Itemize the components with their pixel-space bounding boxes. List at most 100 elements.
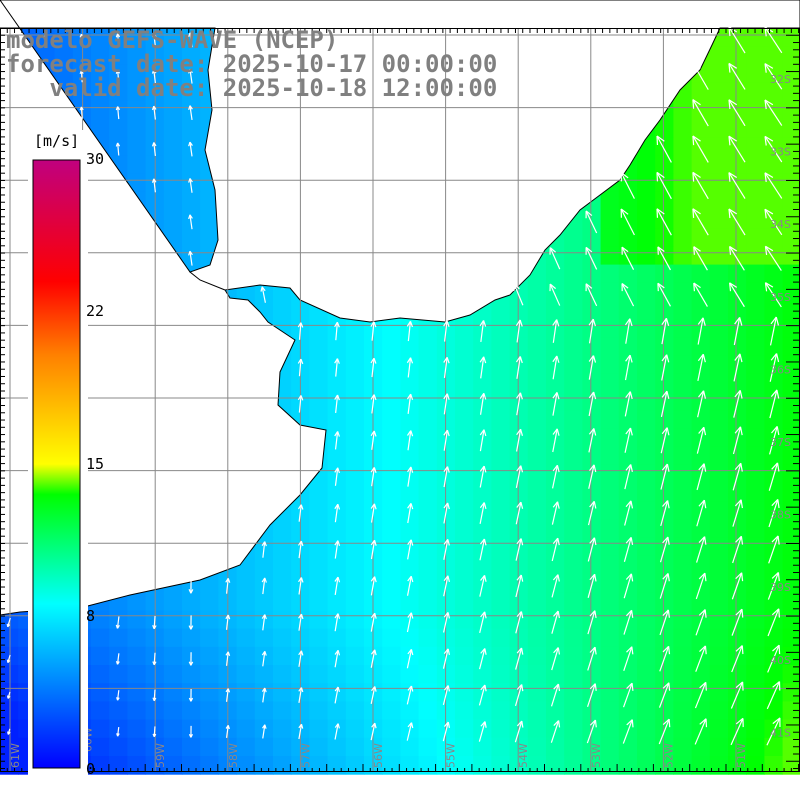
wind-cell bbox=[600, 519, 620, 539]
wind-cell bbox=[728, 191, 747, 211]
wind-cell bbox=[0, 665, 19, 684]
wind-arrow bbox=[479, 611, 487, 634]
wind-cell bbox=[527, 646, 547, 666]
wind-cell bbox=[527, 464, 547, 484]
wind-cell bbox=[764, 119, 784, 138]
wind-cell bbox=[91, 119, 110, 138]
wind-cell bbox=[673, 319, 693, 338]
wind-cell bbox=[509, 337, 529, 357]
wind-cell bbox=[436, 519, 456, 539]
wind-arrow bbox=[115, 33, 121, 47]
wind-cell bbox=[473, 628, 492, 648]
wind-cell bbox=[655, 137, 674, 156]
land-mask bbox=[0, 0, 800, 616]
wind-arrow bbox=[656, 171, 672, 200]
wind-cell bbox=[728, 264, 747, 284]
wind-cell bbox=[527, 737, 547, 757]
wind-cell bbox=[418, 555, 438, 575]
wind-arrow bbox=[188, 68, 193, 84]
wind-cell bbox=[400, 373, 420, 393]
wind-cell bbox=[127, 719, 147, 739]
wind-cell bbox=[546, 756, 565, 775]
wind-cell bbox=[327, 737, 347, 757]
wind-cell bbox=[600, 355, 620, 375]
wind-cell bbox=[509, 301, 529, 320]
wind-arrow bbox=[443, 539, 450, 560]
wind-cell bbox=[127, 28, 147, 47]
wind-cell bbox=[382, 719, 401, 739]
wind-cell bbox=[764, 373, 784, 393]
wind-arrow bbox=[552, 355, 560, 380]
wind-cell bbox=[163, 628, 183, 648]
wind-cell bbox=[473, 337, 492, 357]
wind-cell bbox=[618, 373, 638, 393]
wind-cell bbox=[709, 701, 729, 721]
wind-cell bbox=[618, 337, 638, 357]
wind-cell bbox=[582, 555, 602, 575]
wind-cell bbox=[673, 756, 693, 775]
wind-arrow bbox=[188, 105, 193, 121]
wind-cell bbox=[600, 756, 620, 775]
wind-cell bbox=[182, 737, 201, 757]
colorbar-tick: 8 bbox=[86, 607, 96, 625]
wind-cell bbox=[746, 428, 765, 448]
wind-cell bbox=[709, 410, 729, 429]
wind-cell bbox=[382, 756, 401, 775]
wind-arrow bbox=[552, 428, 560, 453]
wind-arrow bbox=[151, 142, 157, 157]
wind-cell bbox=[418, 756, 438, 775]
wind-arrow bbox=[657, 246, 672, 271]
wind-arrow bbox=[370, 357, 377, 378]
wind-cell bbox=[546, 264, 565, 284]
wind-arrow bbox=[729, 245, 745, 271]
wind-cell bbox=[182, 46, 201, 65]
wind-cell bbox=[345, 756, 365, 775]
wind-cell bbox=[728, 592, 747, 611]
wind-arrow bbox=[152, 615, 157, 630]
wind-arrow bbox=[370, 430, 377, 450]
wind-cell bbox=[327, 373, 347, 393]
wind-cell bbox=[782, 574, 800, 593]
wind-cell bbox=[728, 646, 747, 666]
wind-cell bbox=[163, 82, 183, 102]
wind-cell bbox=[600, 737, 620, 757]
wind-cell bbox=[345, 355, 365, 375]
wind-arrow bbox=[370, 539, 377, 560]
wind-cell bbox=[746, 446, 765, 466]
title-forecast-date: forecast date: 2025-10-17 00:00:00 bbox=[6, 50, 498, 78]
wind-cell bbox=[509, 446, 529, 466]
wind-cell bbox=[746, 264, 765, 284]
wind-cell bbox=[345, 555, 365, 575]
wind-arrow bbox=[79, 106, 84, 119]
wind-cell bbox=[345, 592, 365, 611]
wind-cell bbox=[127, 756, 147, 775]
wind-cell bbox=[254, 555, 274, 575]
wind-arrow bbox=[406, 612, 414, 633]
wind-cell bbox=[637, 410, 656, 429]
wind-cell bbox=[91, 737, 110, 757]
wind-cell bbox=[491, 756, 511, 775]
wind-cell bbox=[400, 337, 420, 357]
wind-cell bbox=[600, 483, 620, 502]
wind-arrow bbox=[516, 392, 523, 416]
wind-cell bbox=[546, 373, 565, 393]
wind-cell bbox=[691, 301, 711, 320]
wind-cell bbox=[709, 82, 729, 102]
wind-cell bbox=[546, 337, 565, 357]
wind-cell bbox=[637, 173, 656, 193]
wind-cell bbox=[655, 301, 674, 320]
wind-arrow bbox=[115, 69, 121, 83]
wind-arrow bbox=[188, 652, 194, 666]
wind-arrow bbox=[587, 537, 597, 562]
wind-cell bbox=[782, 173, 800, 193]
wind-cell bbox=[491, 646, 511, 666]
wind-cell bbox=[655, 665, 674, 684]
wind-cell bbox=[709, 119, 729, 138]
wind-cell bbox=[746, 119, 765, 138]
wind-arrow bbox=[733, 353, 743, 382]
wind-cell bbox=[91, 756, 110, 775]
wind-cell bbox=[782, 683, 800, 702]
wind-cell bbox=[182, 191, 201, 211]
wind-cell bbox=[691, 555, 711, 575]
lat-lon-grid bbox=[0, 28, 800, 772]
